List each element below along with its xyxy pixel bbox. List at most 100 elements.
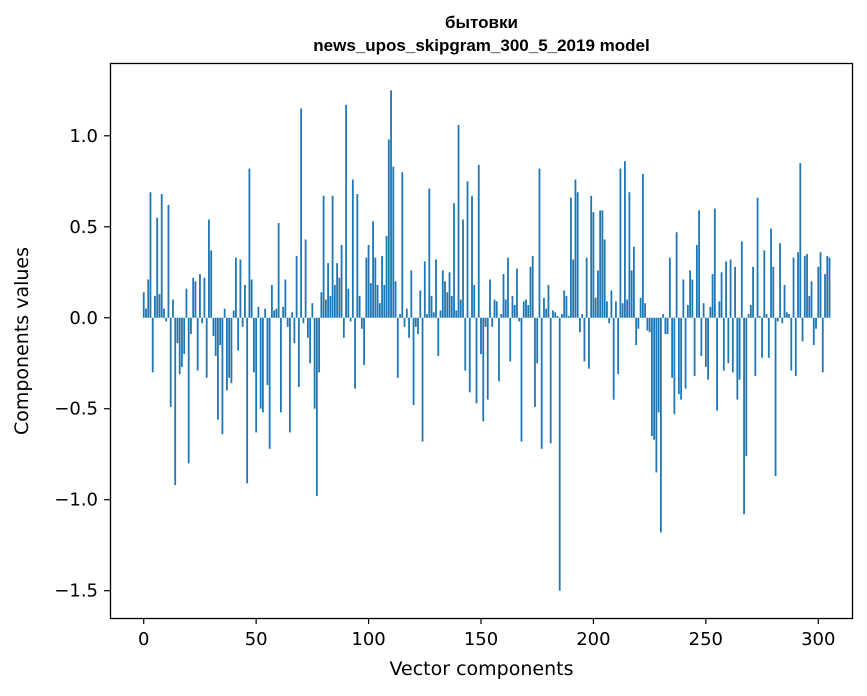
bar [331,195,334,318]
bar [414,317,417,327]
bar [372,221,374,318]
bar [473,285,476,318]
bar [165,317,168,322]
bar [201,317,204,324]
bar [495,301,498,318]
bar [187,317,190,464]
bar [239,259,242,318]
bar [538,168,541,318]
bar [356,194,359,318]
bar [336,263,338,318]
bar [603,239,606,318]
bar [601,210,604,318]
bar [450,295,453,318]
bar [583,317,586,362]
bar [558,317,561,591]
bar [579,317,581,333]
bar [410,270,413,318]
bar [525,299,527,318]
bar [770,228,772,318]
bar [779,243,781,318]
bar [149,192,152,318]
y-tick-label: −1.5 [54,581,98,602]
bar [405,308,408,318]
bar [743,317,745,515]
bar [637,317,640,329]
bar [329,295,332,318]
bar [217,317,219,420]
bar [248,168,251,318]
bar [554,312,557,318]
bar [592,212,595,318]
bar [749,305,752,318]
bar [203,277,206,318]
bar [563,290,566,318]
bar [826,255,829,318]
bar [376,285,379,318]
bar [360,317,363,329]
bar [720,272,723,318]
bar [199,274,201,318]
bar [790,317,793,371]
bar [327,263,329,318]
bar [709,306,712,318]
y-tick-label: 1.0 [69,126,98,147]
bar [322,195,325,318]
bar [783,285,786,318]
bar [615,301,617,318]
bar [151,317,154,373]
bar [599,210,602,318]
bar [437,317,440,356]
bar [727,317,730,364]
bar [520,317,523,442]
bar [250,279,253,318]
bar [358,295,361,318]
bar [205,317,208,378]
bar [817,266,820,318]
bar [315,317,318,497]
bar [421,317,424,442]
bar [646,317,649,331]
bar [543,297,545,318]
bar [477,164,480,318]
y-tick-label: −0.5 [54,399,98,420]
bar [266,317,269,386]
bar [682,279,685,318]
bar [657,317,660,413]
bar [621,303,624,318]
bar [641,174,644,318]
bar [639,297,642,318]
bar [668,257,671,318]
bar [493,299,496,318]
bar [255,317,258,433]
bar [244,285,246,318]
bar [212,317,215,336]
bar [567,315,570,318]
bar [471,195,473,318]
bar [740,241,743,318]
bar [304,239,307,318]
y-axis-label: Components values [11,246,33,436]
bar [399,314,401,318]
bar [190,317,192,335]
bar [275,308,278,318]
bar [700,317,703,356]
bar [302,317,305,324]
bar [556,315,559,318]
bar [691,279,694,318]
bar [736,317,739,400]
bar [781,317,784,324]
bar [686,305,689,318]
x-tick-label: 300 [801,629,835,650]
bar [459,299,462,318]
bar [253,317,255,373]
bar [588,317,590,369]
bar [722,317,725,371]
bar [160,194,163,318]
bar [581,314,584,318]
bar [468,317,471,393]
bar [504,299,507,318]
bar [309,317,312,364]
